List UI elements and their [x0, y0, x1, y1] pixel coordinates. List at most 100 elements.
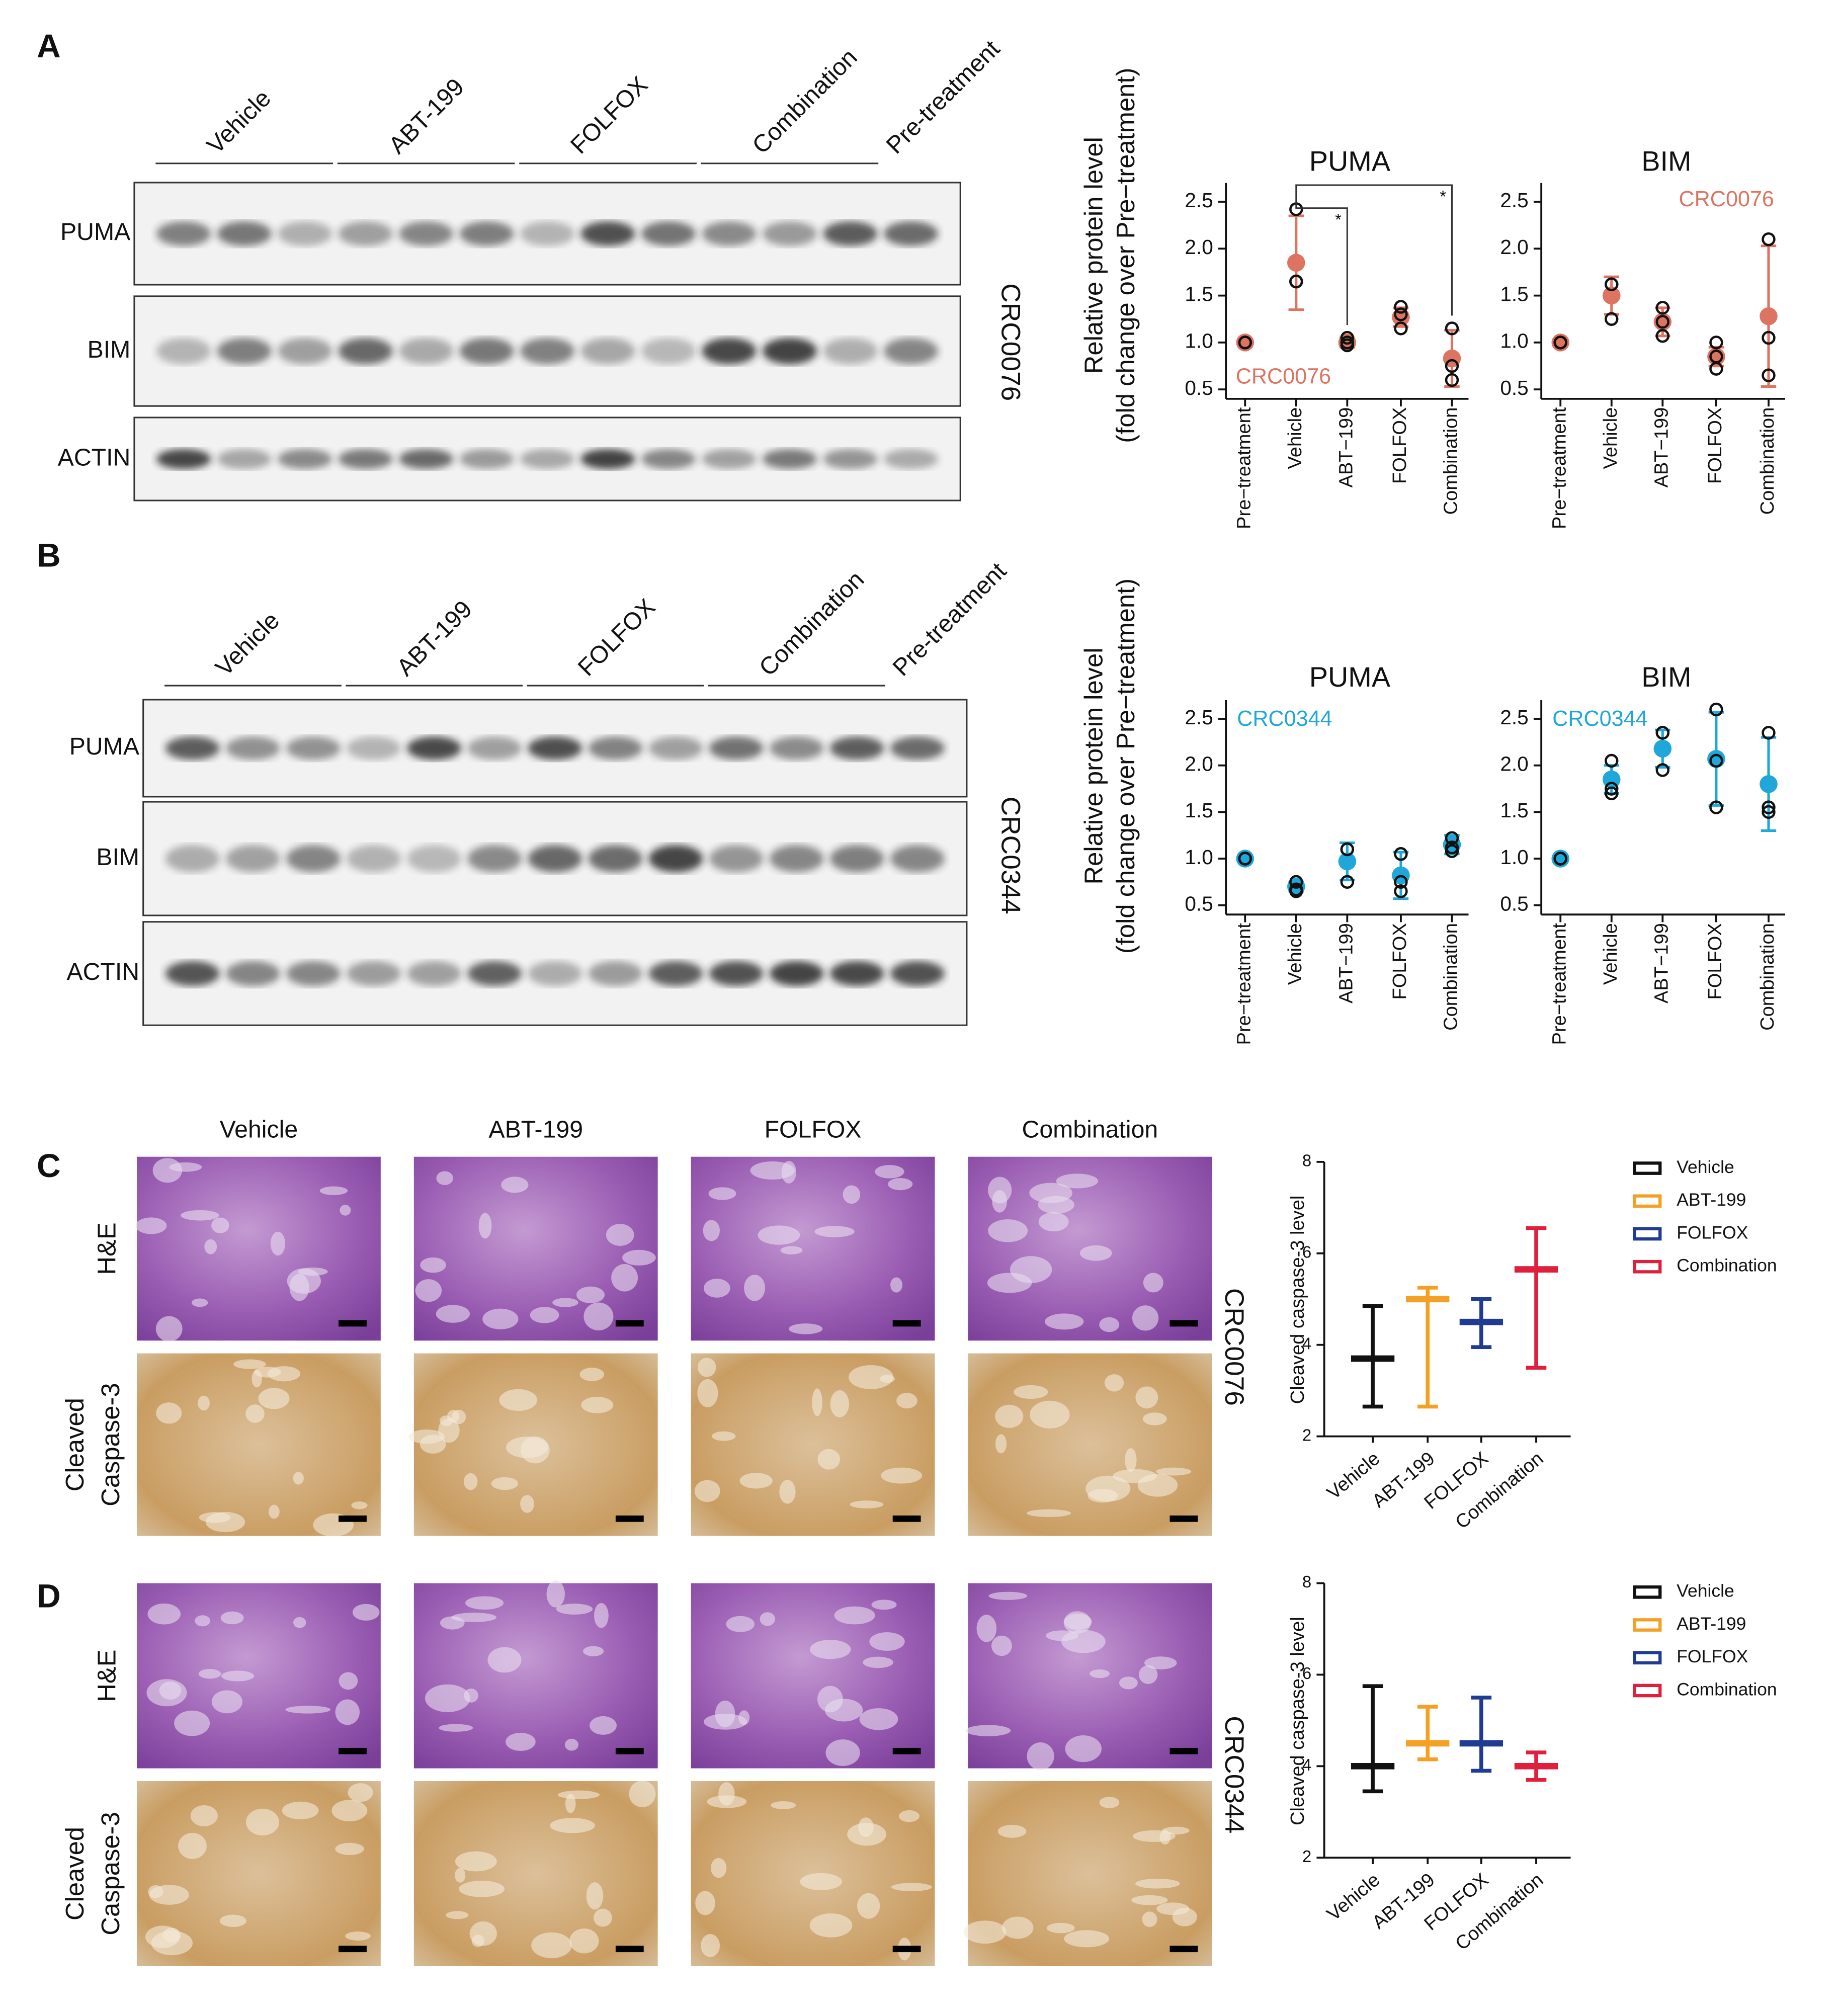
- tissue-texture: [211, 1217, 229, 1233]
- tissue-texture: [178, 1832, 207, 1859]
- model-label: CRC0076: [996, 283, 1026, 401]
- tissue-texture: [556, 1604, 593, 1615]
- blot-band: [648, 736, 703, 760]
- tissue-image: [413, 1583, 658, 1769]
- tissue-texture: [809, 1913, 853, 1938]
- tissue-texture: [287, 1268, 321, 1294]
- tissue-texture: [997, 1824, 1027, 1838]
- tissue-texture: [335, 1699, 360, 1725]
- panel-label: B: [37, 537, 61, 574]
- blot-band: [277, 221, 332, 246]
- y-tick-label: 2.0: [1185, 235, 1213, 259]
- tissue-texture: [707, 1795, 747, 1808]
- tissue-texture: [834, 1606, 875, 1625]
- column-title: ABT-199: [488, 1116, 583, 1143]
- x-tick-label: ABT−199: [1335, 923, 1357, 1003]
- group-label: ABT-199: [383, 73, 469, 159]
- tissue-texture: [708, 1187, 736, 1200]
- x-tick-label: FOLFOX: [1705, 407, 1726, 484]
- scale-bar: [615, 1320, 644, 1327]
- tissue-texture: [520, 1495, 535, 1513]
- data-point: [1394, 884, 1408, 898]
- blot-band: [702, 338, 757, 365]
- blot-band: [338, 338, 393, 365]
- data-point: [1340, 335, 1355, 350]
- tissue-texture: [858, 1817, 874, 1837]
- tissue-texture: [155, 1316, 183, 1342]
- row-label: H&E: [93, 1222, 121, 1275]
- blot-band: [648, 845, 703, 873]
- blot-band: [528, 961, 582, 986]
- tissue-texture: [258, 1388, 290, 1409]
- y-tick-label: 0.5: [1500, 376, 1528, 399]
- tissue-texture: [420, 1435, 446, 1454]
- tissue-texture: [1143, 1273, 1163, 1293]
- data-point: [1762, 232, 1776, 246]
- tissue-texture: [988, 1591, 1028, 1600]
- significance-bracket: [1295, 184, 1453, 316]
- data-point: [1762, 330, 1776, 345]
- x-tick-label: Combination: [1757, 407, 1778, 515]
- tissue-texture: [198, 1395, 210, 1411]
- data-point: [1289, 884, 1303, 898]
- x-tick-label: Pre−treatment: [1549, 923, 1570, 1045]
- tissue-texture: [293, 1617, 306, 1628]
- tissue-texture: [550, 1818, 595, 1833]
- blot-band: [338, 221, 393, 246]
- blot-band: [709, 736, 764, 760]
- tissue-texture: [1099, 1797, 1120, 1808]
- tissue-texture: [817, 1449, 841, 1470]
- tissue-texture: [331, 1800, 368, 1821]
- data-point: [1340, 842, 1355, 857]
- tissue-texture: [459, 1881, 505, 1897]
- tissue-texture: [871, 1600, 897, 1610]
- tissue-texture: [744, 1275, 766, 1301]
- blot-band: [762, 221, 817, 246]
- tissue-texture: [771, 1801, 796, 1809]
- tissue-texture: [1159, 1830, 1171, 1845]
- tissue-texture: [569, 1928, 599, 1954]
- tissue-texture: [712, 1431, 736, 1441]
- tissue-texture: [586, 1882, 604, 1910]
- blot-band: [459, 449, 514, 469]
- tissue-texture: [995, 1404, 1024, 1428]
- y-tick-label: 1.5: [1500, 282, 1528, 305]
- blot-band: [520, 449, 575, 469]
- panel-label: C: [37, 1147, 61, 1184]
- panel-label: A: [37, 27, 61, 64]
- tissue-texture: [199, 1512, 231, 1523]
- legend-label: Combination: [1677, 1679, 1777, 1699]
- tissue-texture: [211, 1690, 242, 1714]
- legend-label: ABT-199: [1677, 1614, 1746, 1634]
- tissue-texture: [622, 1249, 656, 1266]
- blot-band: [588, 961, 643, 986]
- tissue-texture: [146, 1679, 187, 1707]
- tissue-texture: [965, 1725, 1011, 1736]
- tissue-texture: [345, 1931, 371, 1941]
- blot-band: [890, 961, 945, 986]
- tissue-texture: [501, 1177, 529, 1193]
- blot-band: [762, 338, 817, 365]
- scale-bar: [615, 1747, 644, 1754]
- tissue-texture: [1172, 1907, 1197, 1926]
- legend-label: Vehicle: [1677, 1157, 1734, 1177]
- y-tick-label: 1.5: [1185, 282, 1213, 305]
- tissue-texture: [506, 1437, 548, 1458]
- tissue-texture: [482, 1308, 519, 1329]
- blot-band: [709, 961, 764, 986]
- legend-swatch: [1633, 1259, 1662, 1274]
- data-point: [1709, 800, 1723, 814]
- data-point: [1445, 359, 1459, 373]
- tissue-texture: [499, 1389, 538, 1411]
- tissue-texture: [198, 1669, 221, 1679]
- tissue-texture: [1142, 1412, 1167, 1425]
- significance-label: *: [1335, 210, 1342, 229]
- blot-band: [467, 845, 522, 873]
- model-label: CRC0076: [1219, 1288, 1249, 1406]
- tissue-texture: [988, 1177, 1012, 1204]
- data-point: [1394, 875, 1408, 889]
- group-label: Pre-treatment: [881, 35, 1005, 159]
- blot-band: [580, 449, 635, 469]
- data-point: [1394, 300, 1408, 314]
